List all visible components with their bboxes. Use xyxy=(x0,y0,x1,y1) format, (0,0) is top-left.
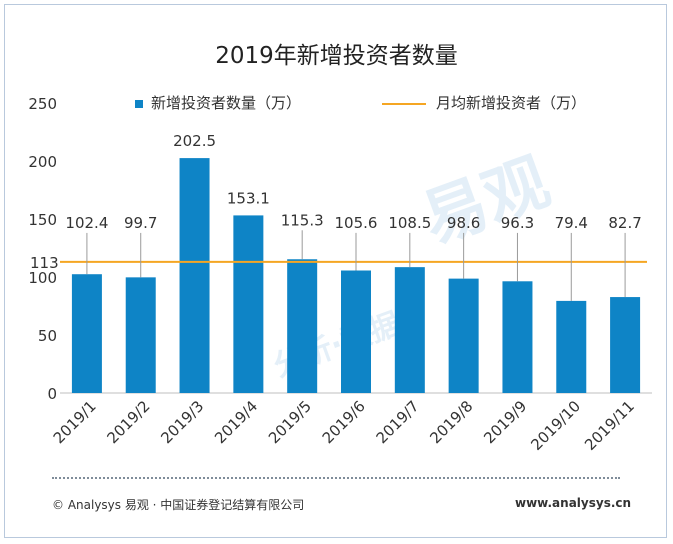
bar-2019/5 xyxy=(287,259,318,393)
legend-label-bars: 新增投资者数量（万） xyxy=(151,94,302,112)
footer-source: © Analysys 易观 · 中国证券登记结算有限公司 xyxy=(52,498,305,512)
bar-2019/3 xyxy=(179,158,210,393)
legend-label-line: 月均新增投资者（万） xyxy=(436,94,587,112)
y-tick-label: 200 xyxy=(28,153,57,171)
x-tick-label: 2019/11 xyxy=(581,397,638,454)
footer-website: www.analysys.cn xyxy=(515,496,632,510)
data-label-2019/3: 202.5 xyxy=(173,132,216,150)
data-label-2019/2: 99.7 xyxy=(124,214,157,232)
x-tick-label: 2019/8 xyxy=(426,397,476,447)
x-tick-label: 2019/6 xyxy=(319,397,369,447)
bar-2019/1 xyxy=(71,274,102,393)
y-tick-label: 100 xyxy=(28,269,57,287)
y-tick-label: 250 xyxy=(28,95,57,113)
data-label-2019/7: 108.5 xyxy=(388,214,431,232)
x-tick-label: 2019/4 xyxy=(211,397,261,447)
bar-2019/4 xyxy=(233,215,264,393)
bar-2019/2 xyxy=(125,277,156,393)
chart-title: 2019年新增投资者数量 xyxy=(215,43,458,69)
y-tick-label: 50 xyxy=(38,327,57,345)
x-tick-label: 2019/2 xyxy=(104,397,154,447)
footer-divider xyxy=(52,477,620,479)
y-tick-label: 0 xyxy=(47,385,57,403)
average-line-label: 113 xyxy=(30,254,59,272)
data-label-2019/6: 105.6 xyxy=(335,214,378,232)
legend-swatch-bars xyxy=(135,99,143,108)
bar-2019/9 xyxy=(502,281,533,393)
x-tick-label: 2019/3 xyxy=(157,397,207,447)
bar-2019/7 xyxy=(394,267,425,393)
bar-2019/6 xyxy=(341,270,371,393)
data-label-2019/1: 102.4 xyxy=(65,214,108,232)
x-tick-label: 2019/5 xyxy=(265,397,315,447)
data-label-2019/5: 115.3 xyxy=(281,211,324,229)
chart-frame xyxy=(4,4,667,538)
x-tick-label: 2019/9 xyxy=(480,397,530,447)
legend-item-bars: 新增投资者数量（万） xyxy=(135,92,301,113)
data-label-2019/10: 79.4 xyxy=(555,214,588,232)
bar-2019/11 xyxy=(610,297,641,393)
legend-item-line: 月均新增投资者（万） xyxy=(382,92,586,113)
data-label-2019/9: 96.3 xyxy=(501,214,534,232)
x-tick-label: 2019/10 xyxy=(527,397,584,454)
data-label-2019/4: 153.1 xyxy=(227,189,270,207)
data-label-2019/8: 98.6 xyxy=(447,214,480,232)
y-tick-label: 150 xyxy=(28,211,57,229)
bar-2019/10 xyxy=(556,300,587,393)
bar-2019/8 xyxy=(448,278,479,393)
x-tick-label: 2019/1 xyxy=(50,397,100,447)
x-tick-label: 2019/7 xyxy=(373,397,423,447)
data-label-2019/11: 82.7 xyxy=(608,214,641,232)
legend-swatch-line xyxy=(382,102,426,105)
